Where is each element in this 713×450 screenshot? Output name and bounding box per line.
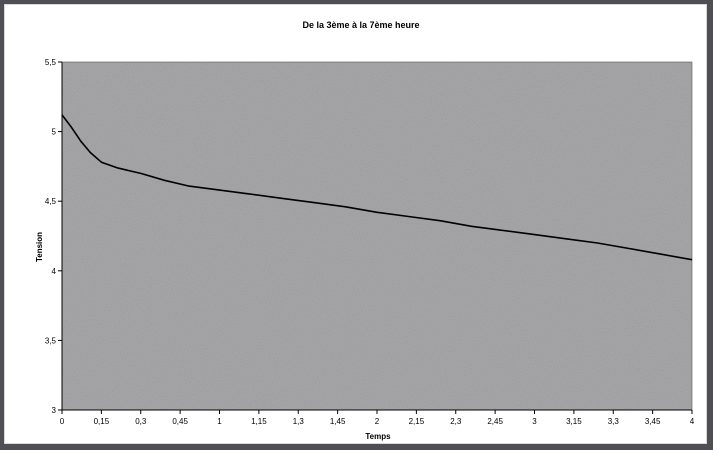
chart-title: De la 3ème à la 7ème heure	[302, 20, 419, 30]
x-tick-label: 3,3	[608, 417, 620, 426]
x-tick-label: 2,3	[450, 417, 462, 426]
y-axis-label: Tension	[35, 232, 44, 262]
plot-area	[62, 62, 692, 410]
x-tick-label: 2	[375, 417, 380, 426]
x-tick-label: 3,15	[566, 417, 582, 426]
y-tick-label: 3	[52, 406, 57, 415]
x-tick-label: 0,3	[135, 417, 147, 426]
x-tick-label: 1,45	[330, 417, 346, 426]
x-tick-label: 3	[532, 417, 537, 426]
y-tick-label: 4,5	[45, 197, 57, 206]
x-tick-label: 3,45	[645, 417, 661, 426]
x-tick-label: 1,3	[293, 417, 305, 426]
line-chart: De la 3ème à la 7ème heure 3 3,5 4 4,5 5 5,5 0…	[35, 20, 695, 441]
x-tick-label: 0,45	[172, 417, 188, 426]
y-tick-label: 5	[52, 128, 57, 137]
x-tick-label: 2,45	[487, 417, 503, 426]
chart-frame: De la 3ème à la 7ème heure 3 3,5 4 4,5 5 5,5 0…	[4, 4, 707, 444]
x-tick-label: 1,15	[251, 417, 267, 426]
series-line	[61, 114, 693, 261]
x-tick-label: 0,15	[94, 417, 110, 426]
y-tick-label: 4	[52, 267, 57, 276]
y-tick-label: 5,5	[45, 58, 57, 67]
x-tick-label: 1	[217, 417, 222, 426]
x-axis-label: Temps	[365, 432, 391, 441]
y-tick-label: 3,5	[45, 336, 57, 345]
x-tick-label: 2,15	[409, 417, 425, 426]
x-tick-label: 0	[60, 417, 65, 426]
x-tick-label: 4	[690, 417, 695, 426]
